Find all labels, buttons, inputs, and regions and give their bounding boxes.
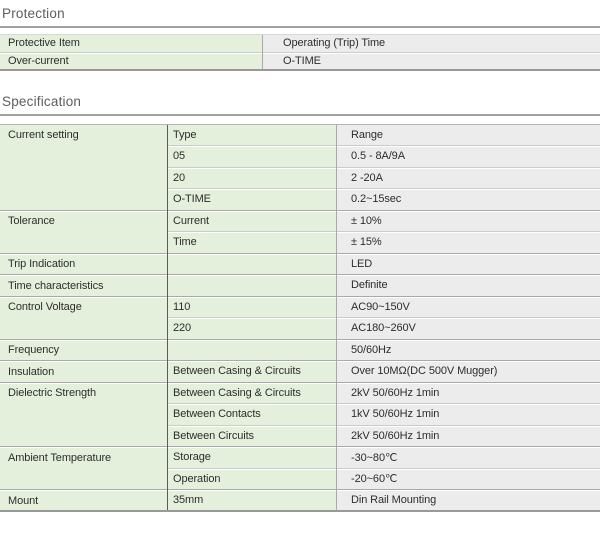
spec-value-cell: 1kV 50/60Hz 1min	[336, 403, 600, 425]
spec-sub-item-cell: 110	[167, 295, 337, 318]
spec-table-row: 05 0.5 - 8A/9A	[0, 145, 600, 167]
spec-group-label-cell: Trip Indication	[0, 252, 168, 275]
spec-value-cell: Definite	[336, 274, 600, 296]
spec-group-label-cell: Ambient Temperature	[0, 446, 168, 490]
spec-group-label-cell: Frequency	[0, 338, 168, 361]
protection-item-cell: Protective Item	[0, 34, 263, 52]
spec-value-cell: AC180~260V	[336, 317, 600, 339]
spec-table-row: 220 AC180~260V	[0, 317, 600, 339]
spec-sub-item-cell: Current	[167, 209, 337, 232]
spec-sub-item-cell	[167, 338, 337, 361]
spec-table-row: Between Circuits 2kV 50/60Hz 1min	[0, 424, 600, 447]
spec-value-cell: 0.5 - 8A/9A	[336, 145, 600, 167]
spec-group-label-cell: Time characteristics	[0, 274, 168, 296]
specification-table: Current setting Type Range 05 0.5 - 8A/9A 20 2…	[0, 123, 600, 512]
spec-sub-item-cell	[167, 252, 337, 275]
spec-sub-item-cell: Storage	[167, 446, 337, 468]
spec-sub-item-cell: Between Circuits	[167, 424, 337, 447]
spec-value-cell: ± 10%	[336, 209, 600, 232]
protection-heading-rule	[0, 26, 600, 28]
spec-value-cell: 0.2~15sec	[336, 188, 600, 210]
spec-value-cell: ± 15%	[336, 231, 600, 253]
spec-sub-item-cell: Between Casing & Circuits	[167, 360, 337, 382]
specification-section-heading: Specification	[2, 93, 82, 109]
spec-table-row: Time characteristics Definite	[0, 274, 600, 296]
spec-sub-item-cell: O-TIME	[167, 188, 337, 210]
spec-table-row: Tolerance Current ± 10%	[0, 209, 600, 253]
spec-value-cell: LED	[336, 252, 600, 275]
spec-sub-item-cell: 05	[167, 145, 337, 167]
spec-sub-item-cell: 220	[167, 317, 337, 339]
protection-table-row: Protective Item Operating (Trip) Time	[0, 34, 600, 52]
spec-sub-item-cell: Between Contacts	[167, 403, 337, 425]
spec-table-row: Operation -20~60℃	[0, 467, 600, 490]
spec-group-label-cell: Insulation	[0, 360, 168, 382]
spec-group-label-cell: Control Voltage	[0, 295, 168, 339]
spec-table-row: Between Contacts 1kV 50/60Hz 1min	[0, 403, 600, 425]
spec-value-cell: 2kV 50/60Hz 1min	[336, 424, 600, 447]
protection-section-heading: Protection	[2, 6, 65, 21]
spec-sub-item-cell: 35mm	[167, 489, 337, 511]
spec-sub-item-cell: Operation	[167, 467, 337, 490]
spec-group-label-cell: Dielectric Strength	[0, 381, 168, 447]
spec-table-row: Trip Indication LED	[0, 252, 600, 275]
spec-value-cell: AC90~150V	[336, 295, 600, 318]
protection-table-row: Over-current O-TIME	[0, 51, 600, 70]
spec-table-row: O-TIME 0.2~15sec	[0, 188, 600, 210]
spec-table-row: Frequency 50/60Hz	[0, 338, 600, 361]
protection-table: Protective Item Operating (Trip) Time Over…	[0, 34, 600, 71]
spec-value-cell: -30~80℃	[336, 446, 600, 468]
spec-sub-item-cell: Type	[167, 123, 337, 146]
spec-value-cell: -20~60℃	[336, 467, 600, 490]
spec-group-label-cell: Current setting	[0, 123, 168, 210]
spec-sub-item-cell: 20	[167, 166, 337, 189]
spec-table-row: Control Voltage 110 AC90~150V	[0, 295, 600, 339]
spec-value-cell: 2kV 50/60Hz 1min	[336, 381, 600, 404]
protection-item-cell: Over-current	[0, 51, 263, 70]
specification-heading-rule	[0, 113, 600, 116]
spec-group-label-cell: Tolerance	[0, 209, 168, 253]
spec-table-row: 20 2 -20A	[0, 166, 600, 189]
protection-value-cell: Operating (Trip) Time	[262, 34, 600, 52]
protection-value-cell: O-TIME	[262, 51, 600, 70]
spec-table-row: Ambient Temperature Storage -30~80℃	[0, 446, 600, 490]
spec-value-cell: Din Rail Mounting	[336, 489, 600, 511]
spec-sub-item-cell	[167, 274, 337, 296]
spec-sub-item-cell: Time	[167, 231, 337, 253]
spec-table-row: Current setting Type Range	[0, 123, 600, 210]
spec-table-row: Time ± 15%	[0, 231, 600, 253]
spec-value-cell: 50/60Hz	[336, 338, 600, 361]
spec-value-cell: 2 -20A	[336, 166, 600, 189]
spec-value-cell: Over 10MΩ(DC 500V Mugger)	[336, 360, 600, 382]
spec-table-row: Dielectric Strength Between Casing & Circ…	[0, 381, 600, 447]
spec-sub-item-cell: Between Casing & Circuits	[167, 381, 337, 404]
spec-table-row: Insulation Between Casing & Circuits Over …	[0, 360, 600, 382]
spec-group-label-cell: Mount	[0, 489, 168, 511]
spec-table-row: Mount 35mm Din Rail Mounting	[0, 489, 600, 511]
spec-value-cell: Range	[336, 123, 600, 146]
